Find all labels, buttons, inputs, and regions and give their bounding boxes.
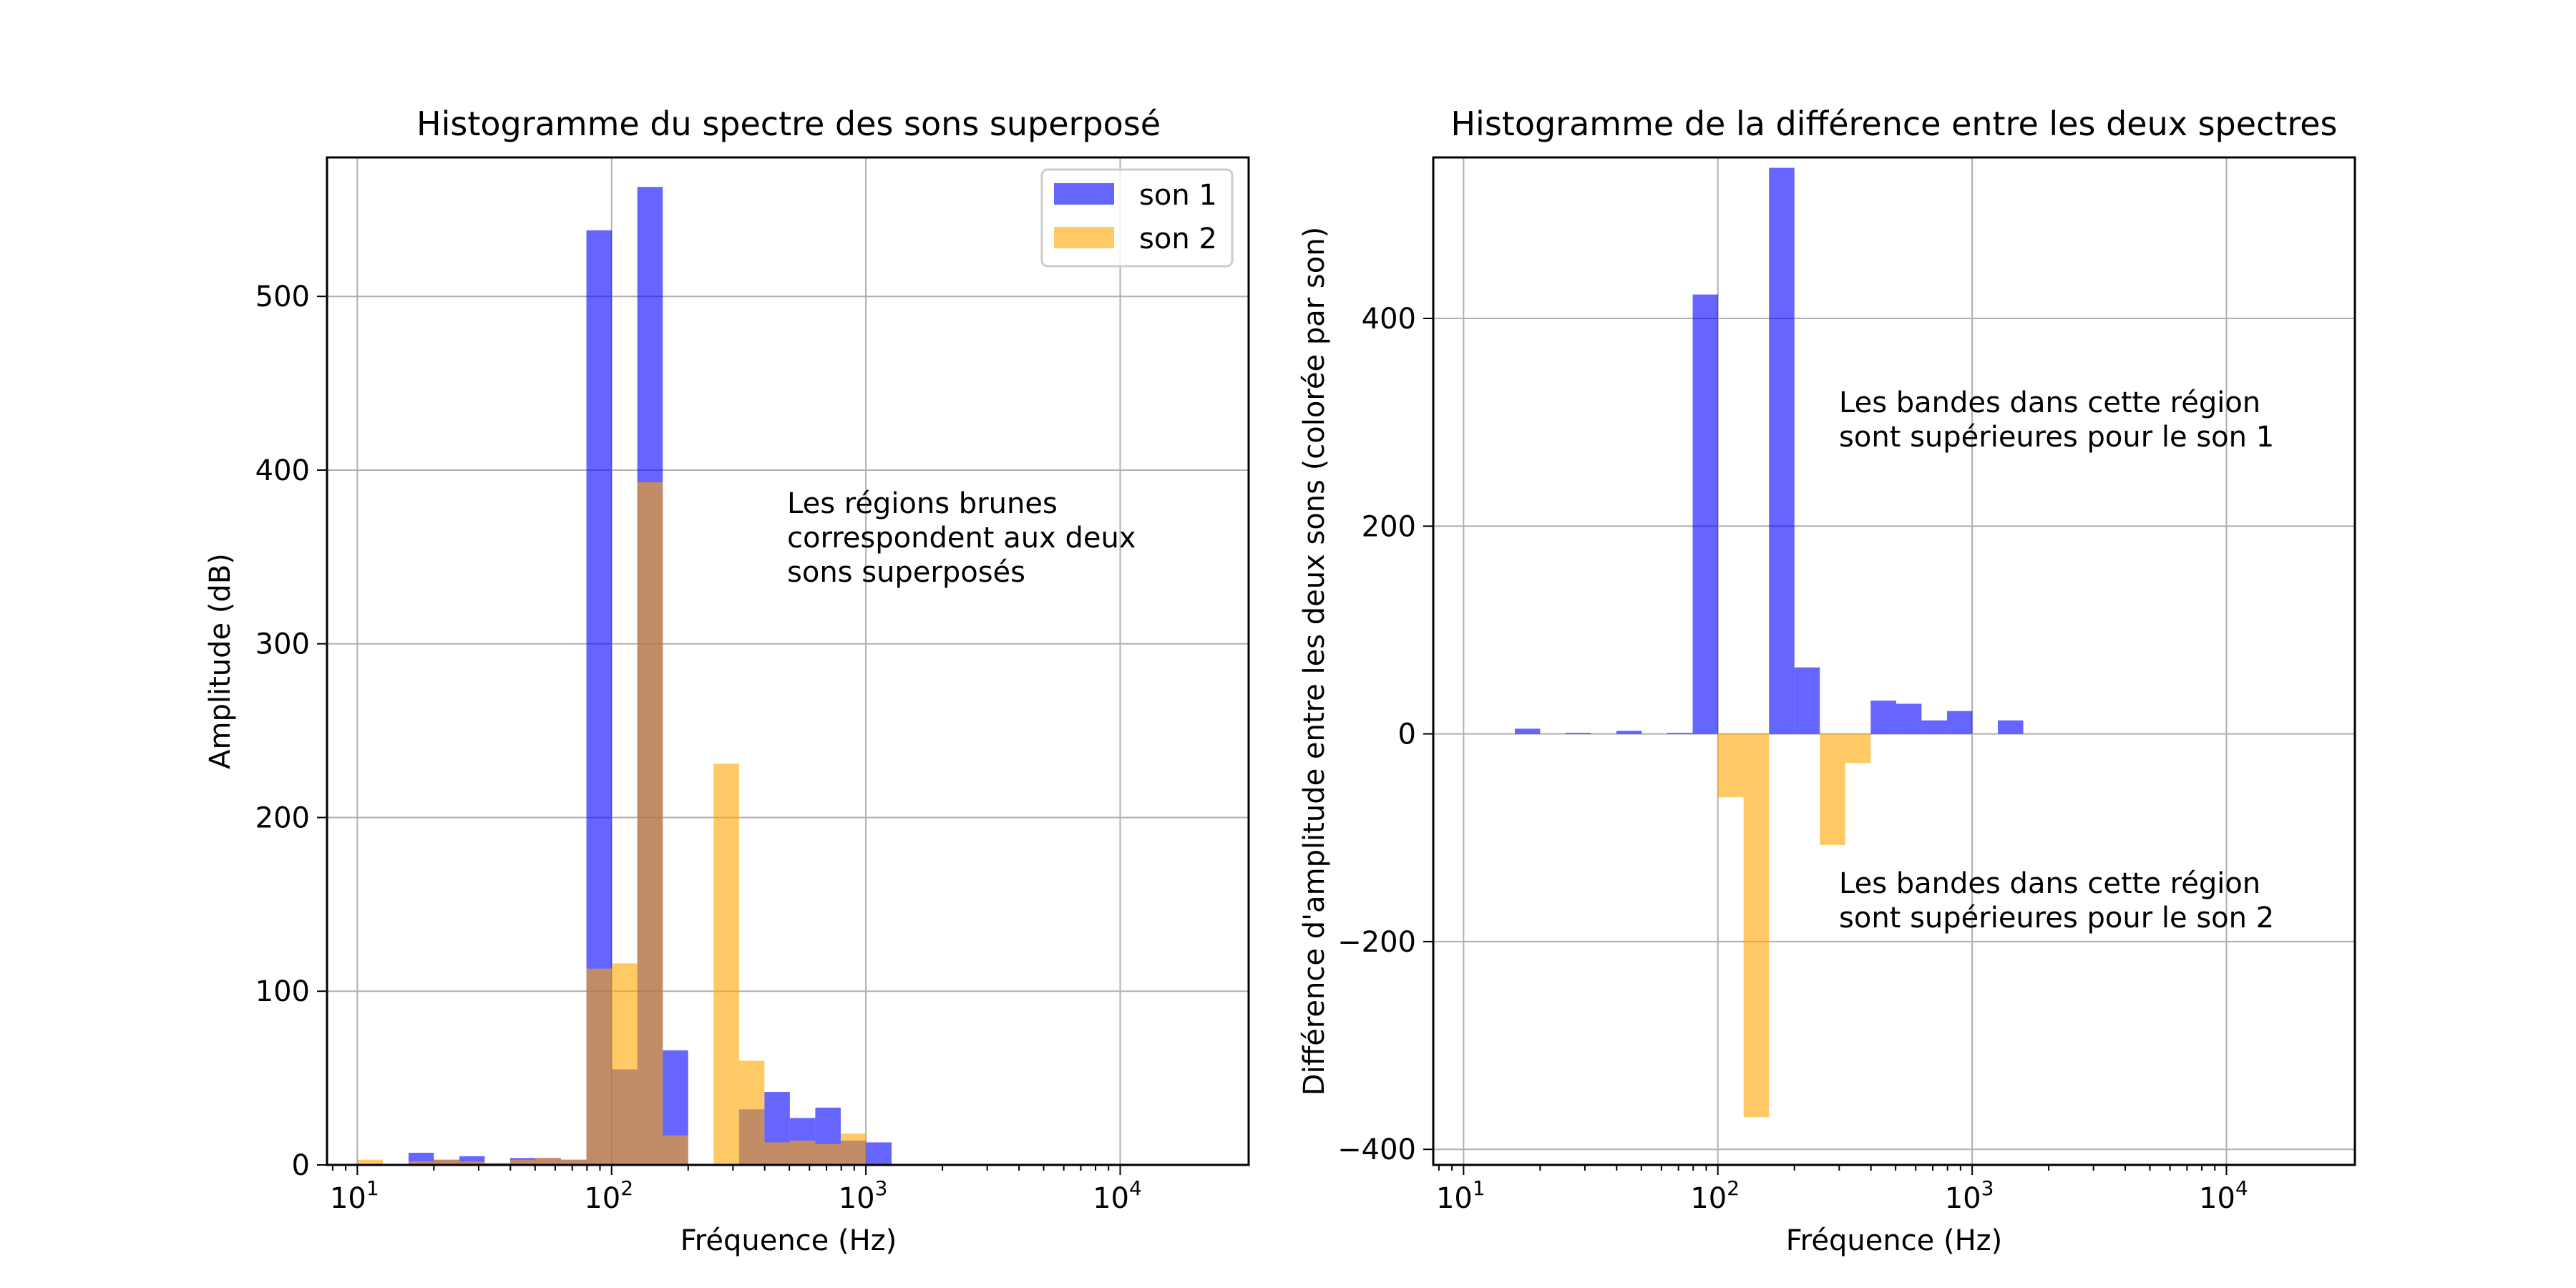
left-ticks: 101 102 103 104 0 100 200 300 400 500 <box>255 280 1142 1215</box>
left-bars <box>357 187 892 1166</box>
bar-series-2 <box>612 963 638 1165</box>
right-axes-frame <box>1432 156 2356 1166</box>
right-chart: Histogramme de la différence entre les d… <box>1298 104 2356 1257</box>
right-annotation-top-line-1: Les bandes dans cette région <box>1839 386 2260 419</box>
bar-series-2 <box>408 1161 434 1165</box>
y-tick-label: 400 <box>255 454 310 487</box>
x-tick-label: 102 <box>1690 1176 1740 1215</box>
bar-series-2 <box>637 482 663 1165</box>
legend: son 1 son 2 <box>1040 168 1234 268</box>
bar-negative <box>1845 733 1871 763</box>
bar-negative <box>1718 733 1744 798</box>
legend-label-son-2: son 2 <box>1139 223 1217 255</box>
bar-positive <box>1946 711 1973 734</box>
bar-positive <box>1794 667 1820 734</box>
x-tick-label: 104 <box>1093 1176 1142 1215</box>
x-tick-label: 103 <box>1945 1176 1994 1215</box>
bar-series-2 <box>663 1135 688 1165</box>
bar-series-2 <box>509 1159 536 1165</box>
legend-swatch-son-1 <box>1054 183 1114 205</box>
bar-series-2 <box>738 1060 765 1165</box>
bar-positive <box>1616 731 1642 734</box>
bar-series-2 <box>357 1159 384 1165</box>
right-y-axis-label: Différence d'amplitude entre les deux so… <box>1298 227 1331 1096</box>
right-annotation-top: Les bandes dans cette région sont supéri… <box>1839 386 2274 454</box>
y-tick-label: 200 <box>1362 510 1416 543</box>
bar-negative <box>1820 733 1845 845</box>
left-annotation-line-1: Les régions brunes <box>787 487 1058 520</box>
right-chart-title: Histogramme de la différence entre les d… <box>1450 104 2337 143</box>
left-chart-title: Histogramme du spectre des sons superpos… <box>416 104 1161 143</box>
bar-series-2 <box>560 1159 587 1165</box>
y-tick-label: 400 <box>1362 303 1416 336</box>
y-tick-label: 200 <box>255 801 310 834</box>
left-chart: Histogramme du spectre des sons superpos… <box>204 104 1250 1257</box>
bar-series-2 <box>535 1158 561 1165</box>
x-tick-label: 104 <box>2199 1176 2248 1215</box>
left-axes-frame <box>326 156 1250 1166</box>
bar-series-2 <box>840 1133 867 1165</box>
y-tick-label: −200 <box>1337 926 1416 959</box>
bar-positive <box>1870 701 1896 734</box>
right-annotation-top-line-2: sont supérieures pour le son 1 <box>1839 421 2274 454</box>
bar-series-2 <box>815 1143 841 1165</box>
y-tick-label: 0 <box>292 1149 310 1182</box>
bar-series-2 <box>459 1161 485 1165</box>
bar-positive <box>1769 167 1795 734</box>
y-tick-label: 0 <box>1398 718 1416 751</box>
x-tick-label: 103 <box>839 1176 888 1215</box>
right-ticks: 101 102 103 104 −400 −200 0 200 400 <box>1337 303 2248 1215</box>
right-annotation-bottom-line-2: sont supérieures pour le son 2 <box>1839 902 2274 935</box>
bar-series-1 <box>866 1142 892 1165</box>
bar-series-2 <box>713 763 739 1165</box>
right-annotation-bottom-line-1: Les bandes dans cette région <box>1839 867 2260 900</box>
left-annotation-line-3: sons superposés <box>787 556 1025 589</box>
right-x-axis-label: Fréquence (Hz) <box>1786 1224 2003 1257</box>
y-tick-label: −400 <box>1337 1133 1416 1166</box>
legend-swatch-son-2 <box>1054 227 1114 248</box>
left-x-axis-label: Fréquence (Hz) <box>680 1224 897 1257</box>
bar-series-2 <box>434 1159 460 1165</box>
bar-series-2 <box>789 1141 816 1165</box>
bar-positive <box>1514 728 1541 734</box>
bar-positive <box>1692 294 1719 734</box>
x-tick-label: 101 <box>1436 1176 1485 1215</box>
left-y-axis-label: Amplitude (dB) <box>204 553 237 769</box>
right-bars <box>1514 167 2024 1118</box>
left-annotation-line-2: correspondent aux deux <box>787 522 1136 555</box>
left-annotation: Les régions brunes correspondent aux deu… <box>787 487 1136 589</box>
legend-label-son-1: son 1 <box>1139 179 1217 212</box>
y-tick-label: 300 <box>255 628 310 661</box>
bar-series-2 <box>764 1142 790 1165</box>
x-tick-label: 101 <box>330 1176 379 1215</box>
x-tick-label: 102 <box>584 1176 633 1215</box>
bar-positive <box>1921 720 1947 734</box>
bar-negative <box>1743 733 1770 1118</box>
right-annotation-bottom: Les bandes dans cette région sont supéri… <box>1839 867 2274 935</box>
bar-positive <box>1896 703 1922 734</box>
bar-series-2 <box>586 968 613 1165</box>
bar-positive <box>1998 720 2024 734</box>
y-tick-label: 500 <box>255 280 310 313</box>
y-tick-label: 100 <box>255 975 310 1008</box>
